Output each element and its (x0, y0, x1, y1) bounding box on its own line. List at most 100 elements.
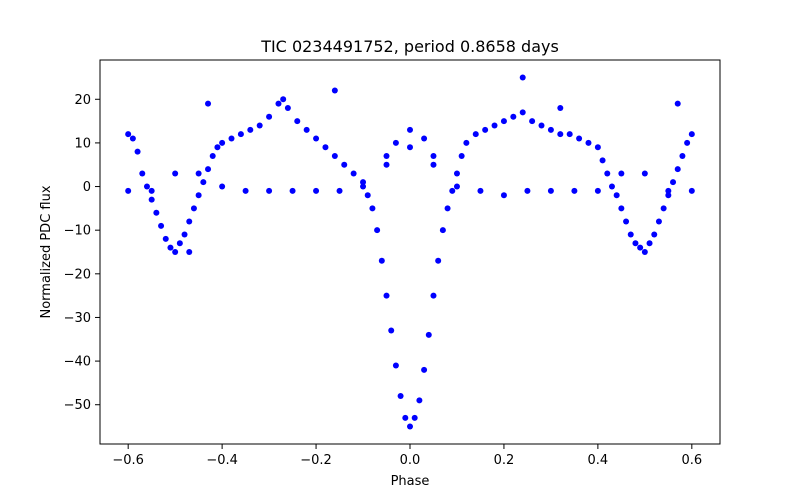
data-point (407, 144, 413, 151)
data-point (322, 144, 329, 151)
data-point (618, 170, 625, 177)
data-point (158, 222, 165, 229)
data-point (331, 153, 338, 159)
data-point (618, 205, 625, 212)
data-point (594, 187, 601, 194)
data-point (294, 118, 301, 125)
data-point (331, 87, 338, 94)
data-point (641, 170, 648, 177)
y-tick-label: 0 (83, 180, 91, 195)
data-point (237, 131, 244, 138)
data-point (383, 153, 390, 159)
data-point (407, 126, 413, 133)
data-point (566, 131, 573, 138)
data-point (458, 153, 465, 159)
data-point (219, 183, 226, 190)
data-point (129, 135, 136, 142)
data-point (538, 122, 545, 129)
data-point (186, 218, 193, 225)
data-point (402, 414, 409, 421)
x-tick-label: 0.6 (681, 453, 702, 468)
data-point (510, 113, 517, 120)
data-point (341, 161, 348, 168)
data-point (416, 397, 423, 404)
data-point (148, 196, 155, 203)
data-point (594, 144, 601, 151)
data-point (623, 218, 630, 225)
data-point (374, 227, 381, 234)
y-tick-label: −40 (64, 355, 91, 370)
data-point (256, 122, 263, 129)
data-point (303, 126, 310, 133)
x-tick-label: 0.2 (494, 453, 515, 468)
x-ticks: −0.6 −0.4 −0.2 0.0 0.2 0.4 0.6 (112, 444, 702, 468)
data-point (167, 244, 174, 251)
data-point (453, 183, 460, 190)
data-point (627, 231, 634, 238)
data-point (425, 331, 432, 338)
data-point (186, 249, 193, 255)
data-point (284, 105, 291, 111)
data-point (449, 187, 456, 194)
data-point (411, 414, 418, 421)
data-point (313, 187, 320, 194)
data-point (378, 257, 385, 264)
data-point (529, 118, 536, 125)
data-point (439, 227, 446, 234)
data-point (670, 179, 677, 186)
data-point (585, 139, 592, 146)
chart-title: TIC 0234491752, period 0.8658 days (260, 37, 559, 56)
data-point (205, 100, 212, 107)
data-point (674, 100, 681, 107)
data-point (139, 170, 146, 177)
data-point (125, 131, 132, 138)
data-point (430, 161, 437, 168)
data-point (397, 393, 404, 399)
data-point (571, 187, 578, 194)
data-point (228, 135, 235, 142)
data-point (383, 292, 390, 299)
data-point (407, 423, 413, 430)
y-tick-label: −50 (64, 398, 91, 413)
data-point (383, 161, 390, 168)
data-point (181, 231, 188, 238)
data-point (195, 192, 202, 199)
data-point (444, 205, 451, 212)
data-point (275, 100, 282, 107)
data-point (266, 113, 273, 120)
data-point (500, 118, 507, 125)
data-point (576, 135, 583, 142)
points-layer (125, 74, 695, 430)
data-point (547, 126, 554, 133)
data-point (247, 126, 254, 133)
data-point (369, 205, 376, 212)
x-tick-label: −0.4 (206, 453, 238, 468)
y-tick-label: 10 (74, 136, 91, 151)
data-point (172, 170, 179, 177)
data-point (655, 218, 662, 225)
y-tick-label: −10 (64, 224, 91, 239)
y-tick-label: 20 (74, 93, 91, 108)
data-point (688, 187, 695, 194)
y-tick-label: −20 (64, 267, 91, 282)
data-point (491, 122, 498, 129)
data-point (463, 139, 470, 146)
data-point (632, 240, 639, 247)
data-point (392, 362, 399, 369)
data-point (313, 135, 320, 142)
data-point (613, 192, 620, 199)
data-point (350, 170, 357, 177)
data-point (608, 183, 615, 190)
data-point (280, 96, 287, 103)
data-point (421, 366, 428, 373)
data-point (360, 183, 367, 190)
data-point (519, 74, 526, 81)
data-point (519, 109, 526, 116)
data-point (482, 126, 489, 133)
data-point (195, 170, 202, 177)
data-point (665, 192, 672, 199)
data-point (172, 249, 179, 255)
data-point (421, 135, 428, 142)
data-point (219, 139, 226, 146)
